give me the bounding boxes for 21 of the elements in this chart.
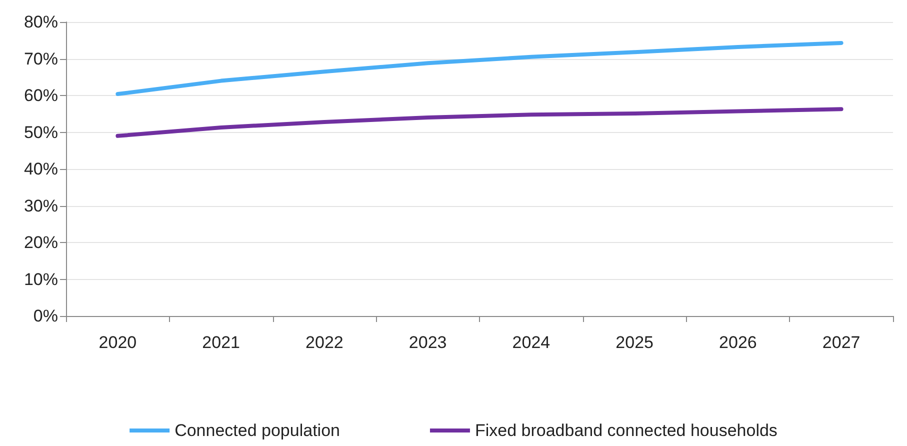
line-series [116,40,844,96]
y-tick-label: 50% [24,122,58,142]
legend-label: Fixed broadband connected households [474,421,778,440]
y-tick-label: 30% [24,196,58,216]
x-tick-label: 2026 [719,333,757,352]
x-tick-label: 2022 [306,333,344,352]
y-tick-label: 20% [24,233,58,252]
x-tick-label: 2025 [616,333,654,352]
x-tick-label: 2020 [98,333,137,352]
y-tick-label: 60% [24,86,58,105]
x-tick-label: 2027 [822,333,860,352]
x-tick-label: 2023 [408,333,447,352]
y-tick-label: 80% [24,12,58,32]
x-tick-label: 2021 [202,333,240,352]
legend-label: Connected population [174,421,340,440]
y-tick-label: 40% [24,160,58,178]
y-tick-label: 70% [24,49,58,68]
x-tick-label: 2024 [512,333,550,352]
y-tick-label: 0% [33,306,58,326]
y-tick-label: 10% [24,270,58,289]
line-series [116,107,844,138]
